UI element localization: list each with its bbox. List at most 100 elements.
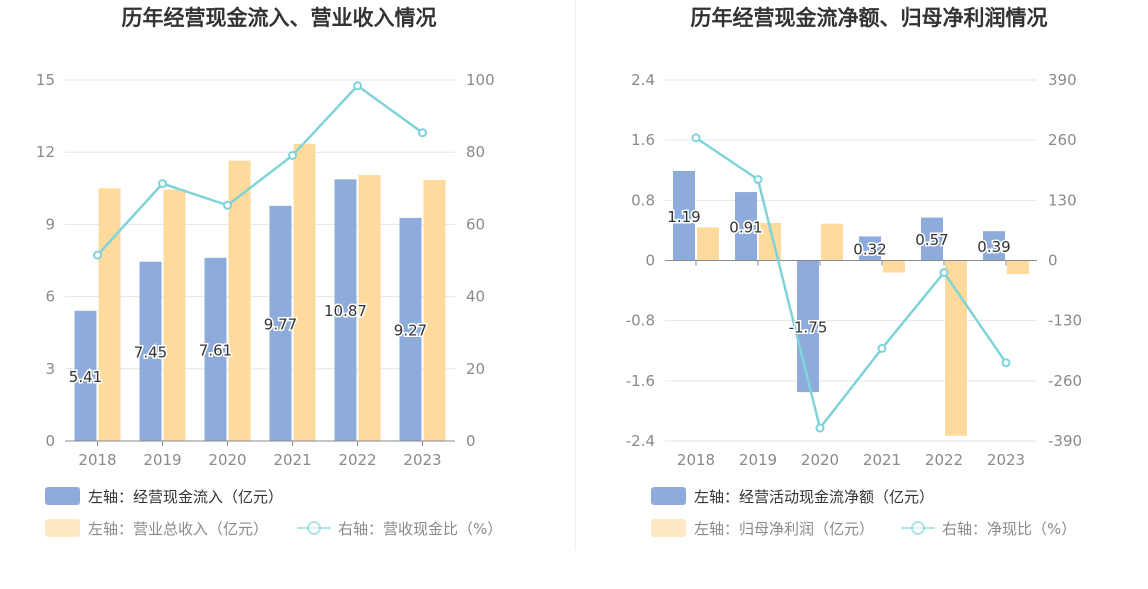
bar-primary	[204, 257, 227, 441]
legend-swatch-primary	[45, 487, 80, 505]
legend-swatch-secondary	[45, 519, 80, 537]
left-tick-label: 6	[45, 288, 55, 306]
left-axis-ticks: -2.4 -1.6 -0.8 0 0.8 1.6 2.4	[626, 71, 655, 450]
legend-item-secondary[interactable]: 左轴：归母净利润（亿元）	[651, 519, 874, 538]
bar-data-label: 9.77	[264, 315, 297, 333]
ratio-line-point	[753, 175, 763, 185]
legend-label-secondary: 左轴：营业总收入（亿元）	[88, 520, 268, 538]
legend-label-primary: 左轴：经营活动现金流净额（亿元）	[694, 488, 934, 506]
bar-secondary	[697, 227, 719, 261]
legend-label-primary: 左轴：经营现金流入（亿元）	[88, 488, 283, 506]
bar-primary	[983, 231, 1005, 261]
right-tick-label: -260	[1048, 372, 1082, 390]
ratio-line-point	[691, 133, 701, 143]
right-tick-label: 0	[1048, 252, 1058, 270]
legend-item-secondary[interactable]: 左轴：营业总收入（亿元）	[45, 519, 268, 538]
gridlines	[65, 79, 455, 370]
left-tick-label: 9	[45, 215, 55, 233]
right-tick-label: -130	[1048, 312, 1082, 330]
right-tick-label: 130	[1048, 191, 1077, 209]
right-tick-label: 0	[466, 432, 476, 450]
bar-primary	[921, 217, 943, 261]
legend-item-line[interactable]: 右轴：净现比（%）	[901, 520, 1076, 538]
legend-item-primary[interactable]: 左轴：经营活动现金流净额（亿元）	[651, 487, 934, 506]
left-axis-ticks: 0 3 6 9 12 15	[36, 71, 55, 450]
bar-primary	[139, 261, 162, 441]
right-tick-label: 260	[1048, 131, 1077, 149]
left-tick-label: 0	[45, 432, 55, 450]
left-tick-label: -0.8	[626, 312, 655, 330]
x-axis	[665, 260, 1037, 266]
bar-secondary	[821, 223, 843, 261]
bar-primary	[269, 205, 292, 441]
chart-title: 历年经营现金流净额、归母净利润情况	[691, 6, 1048, 30]
legend-item-primary[interactable]: 左轴：经营现金流入（亿元）	[45, 487, 283, 506]
bar-data-label: 9.27	[394, 321, 427, 339]
left-tick-label: 1.6	[631, 131, 655, 149]
right-axis-ticks: 0 20 40 60 80 100	[466, 71, 495, 450]
ratio-line-series	[691, 133, 1011, 433]
left-tick-label: -1.6	[626, 372, 655, 390]
bar-primary	[859, 236, 881, 261]
data-labels: 5.41 7.45 7.61 9.77 10.87 9.27	[67, 301, 428, 388]
x-tick-label: 2021	[863, 451, 901, 469]
left-tick-label: 0	[645, 252, 655, 270]
x-tick-label: 2023	[987, 451, 1025, 469]
ratio-line-point	[93, 250, 102, 260]
bar-secondary	[98, 188, 121, 441]
x-tick-label: 2022	[338, 451, 376, 469]
bar-secondary	[228, 160, 251, 441]
data-labels: 1.19 0.91 -1.75 0.32 0.57 0.39	[666, 206, 1012, 338]
ratio-line	[96, 84, 424, 256]
bar-primary	[399, 217, 422, 441]
bar-data-label: 0.32	[853, 240, 886, 258]
bar-data-label: 0.91	[729, 218, 762, 236]
bar-primary	[735, 192, 757, 261]
left-tick-label: -2.4	[626, 432, 655, 450]
bar-primary	[673, 171, 695, 261]
legend: 左轴：经营活动现金流净额（亿元） 左轴：归母净利润（亿元） 右轴：净现比（%）	[651, 487, 1076, 538]
ratio-line-point	[877, 343, 887, 353]
bar-secondary	[883, 260, 905, 273]
net-cash-profit-chart: 历年经营现金流净额、归母净利润情况 -2.4 -1.6 -0.8 0 0.8 1.6 2.4…	[626, 6, 1082, 538]
ratio-line-series	[93, 81, 427, 260]
x-tick-label: 2020	[801, 451, 839, 469]
ratio-line-point	[288, 150, 297, 160]
legend-item-line[interactable]: 右轴：营收现金比（%）	[297, 520, 502, 538]
x-tick-label: 2019	[143, 451, 181, 469]
ratio-line-point	[223, 200, 232, 210]
bar-secondary	[358, 175, 381, 441]
ratio-line-point	[815, 423, 825, 433]
bar-secondary	[423, 179, 446, 442]
bar-secondary	[293, 143, 316, 441]
bar-data-label: -1.75	[789, 318, 828, 336]
chart-divider	[575, 0, 576, 550]
legend-label-secondary: 左轴：归母净利润（亿元）	[694, 520, 874, 538]
x-axis	[65, 440, 455, 446]
right-tick-label: -390	[1048, 432, 1082, 450]
ratio-line-point	[418, 128, 427, 138]
left-tick-label: 2.4	[631, 71, 655, 89]
right-tick-label: 100	[466, 71, 495, 89]
bar-primary	[74, 310, 97, 441]
legend: 左轴：经营现金流入（亿元） 左轴：营业总收入（亿元） 右轴：营收现金比（%）	[45, 487, 502, 538]
ratio-line-point	[158, 179, 167, 189]
bar-data-label: 0.57	[915, 231, 948, 249]
bar-series	[673, 171, 1029, 436]
bar-data-label: 1.19	[667, 208, 700, 226]
x-axis-ticks: 2018 2019 2020 2021 2022 2023	[78, 451, 441, 469]
bar-data-label: 7.45	[134, 343, 167, 361]
bar-data-label: 7.61	[199, 341, 232, 359]
x-tick-label: 2020	[208, 451, 246, 469]
ratio-line-point	[1001, 358, 1011, 368]
bar-secondary	[1007, 260, 1029, 275]
ratio-line	[695, 136, 1008, 431]
x-axis-ticks: 2018 2019 2020 2021 2022 2023	[677, 451, 1025, 469]
bar-series	[74, 143, 446, 442]
legend-label-line: 右轴：净现比（%）	[942, 520, 1076, 538]
bar-secondary	[945, 260, 967, 436]
x-tick-label: 2023	[403, 451, 441, 469]
right-tick-label: 390	[1048, 71, 1077, 89]
x-tick-label: 2018	[677, 451, 715, 469]
